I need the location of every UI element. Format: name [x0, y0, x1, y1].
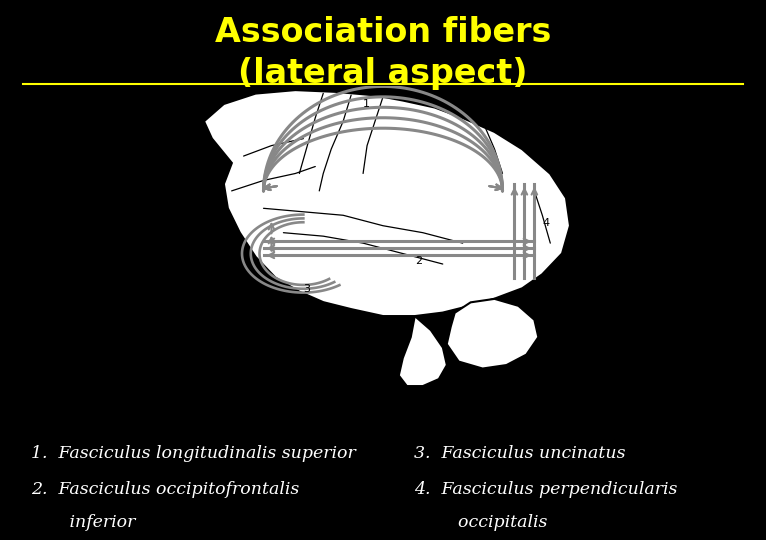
Text: (lateral aspect): (lateral aspect) [238, 57, 528, 90]
Text: 1.  Fasciculus longitudinalis superior: 1. Fasciculus longitudinalis superior [31, 446, 355, 462]
Text: inferior: inferior [31, 514, 135, 531]
Text: 3.  Fasciculus uncinatus: 3. Fasciculus uncinatus [414, 446, 625, 462]
Text: 3: 3 [303, 284, 310, 294]
Text: 4: 4 [542, 218, 549, 228]
Polygon shape [447, 299, 538, 368]
Polygon shape [399, 316, 447, 386]
Text: occipitalis: occipitalis [414, 514, 547, 531]
Text: 2.  Fasciculus occipitofrontalis: 2. Fasciculus occipitofrontalis [31, 481, 299, 497]
Text: 1: 1 [363, 99, 370, 109]
Text: 4.  Fasciculus perpendicularis: 4. Fasciculus perpendicularis [414, 481, 677, 497]
Polygon shape [204, 90, 570, 316]
Text: Association fibers: Association fibers [214, 16, 552, 49]
Text: 2: 2 [415, 256, 422, 266]
